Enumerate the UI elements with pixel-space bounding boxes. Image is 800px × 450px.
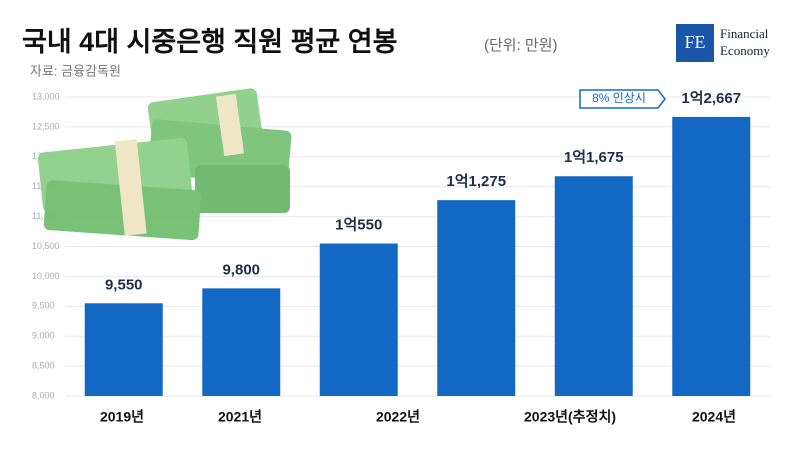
logo-text: Financial — [720, 26, 769, 41]
chart-title: 국내 4대 시중은행 직원 평균 연봉 — [22, 27, 397, 57]
y-tick-label: 9,500 — [32, 301, 55, 311]
x-tick-label: 2022년 — [376, 409, 420, 425]
annotation-box — [579, 89, 666, 109]
value-label: 1억1,275 — [446, 172, 506, 190]
logo: FE Financial Economy — [676, 24, 770, 62]
value-label: 9,550 — [105, 276, 143, 293]
logo-mark-box — [676, 24, 714, 62]
y-tick-label: 10,500 — [32, 241, 60, 251]
value-label: 1억2,667 — [681, 89, 741, 107]
y-tick-label: 10,000 — [32, 271, 60, 281]
bar — [319, 243, 398, 396]
y-tick-label: 8,000 — [32, 390, 55, 400]
bars: 9,550 9,800 1억550 1억1,275 1억1,675 1억2,667 2019… — [84, 89, 751, 425]
bar — [437, 200, 516, 396]
money-illustration — [37, 88, 292, 241]
value-label: 9,800 — [222, 261, 260, 278]
value-label: 1억550 — [335, 215, 382, 233]
grid: 8,0008,5009,0009,50010,00010,50011,00011… — [32, 91, 770, 400]
bar — [672, 116, 751, 397]
logo-mark: FE — [684, 32, 705, 52]
chart-subtitle: (단위: 만원) — [484, 37, 558, 54]
money-stack — [195, 165, 290, 213]
x-tick-label: 2019년 — [100, 409, 144, 425]
y-tick-label: 9,000 — [32, 331, 55, 341]
bar — [554, 176, 633, 396]
x-tick-label: 2024년 — [692, 409, 736, 425]
money-band — [215, 93, 245, 157]
bar — [202, 288, 281, 396]
y-tick-label: 8,500 — [32, 360, 55, 370]
y-tick-label: 12,500 — [32, 121, 60, 131]
x-tick-label: 2021년 — [218, 409, 262, 425]
x-tick-label: 2023년(추정치) — [524, 409, 616, 425]
value-label: 1억1,675 — [564, 148, 624, 166]
y-tick-label: 13,000 — [32, 91, 60, 101]
annotation: 8% 인상시 — [579, 89, 666, 109]
logo-text: Economy — [720, 43, 770, 58]
annotation-text: 8% 인상시 — [592, 91, 646, 105]
bar — [84, 303, 163, 396]
source: 자료: 금융감독원 — [30, 63, 121, 78]
money-band — [114, 139, 147, 236]
